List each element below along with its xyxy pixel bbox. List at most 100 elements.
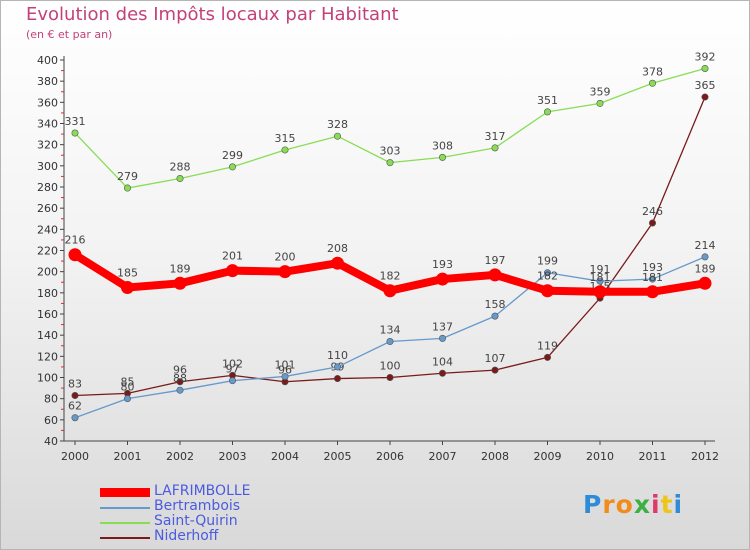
y-tick-label: 100 (37, 372, 58, 385)
data-label: 83 (68, 377, 82, 390)
data-point (333, 132, 341, 140)
data-point (333, 375, 341, 383)
data-point (71, 129, 79, 137)
y-tick-label: 320 (37, 139, 58, 152)
data-label: 331 (65, 115, 86, 128)
x-tick-label: 2006 (376, 450, 404, 463)
data-label: 158 (485, 298, 506, 311)
series-line-niderhoff (74, 96, 706, 397)
data-point (124, 395, 132, 403)
data-point (491, 144, 499, 152)
y-tick-label: 200 (37, 266, 58, 279)
y-tick-label: 380 (37, 75, 58, 88)
legend-swatch (100, 506, 150, 509)
data-point (121, 281, 134, 295)
data-label: 214 (695, 239, 716, 252)
data-point (383, 284, 397, 298)
data-label: 199 (537, 255, 558, 268)
y-tick-label: 220 (37, 245, 58, 258)
data-label: 189 (170, 262, 191, 275)
legend-label: Niderhoff (154, 528, 219, 544)
data-point (646, 285, 659, 299)
x-tick-label: 2005 (324, 450, 352, 463)
logo-letter: t (660, 490, 674, 519)
x-tick-label: 2001 (114, 450, 142, 463)
data-point (491, 366, 499, 374)
data-label: 134 (380, 324, 401, 337)
data-label: 181 (590, 271, 611, 284)
data-point (438, 369, 446, 377)
data-point (173, 276, 187, 290)
data-label: 288 (170, 161, 191, 174)
data-point (701, 64, 709, 72)
proxiti-logo: Proxiti (583, 490, 683, 519)
data-label: 191 (590, 263, 611, 276)
legend-label: Saint-Quirin (154, 513, 238, 529)
x-tick-label: 2012 (691, 450, 719, 463)
data-point (698, 276, 712, 290)
logo-letter: o (615, 490, 634, 519)
y-tick-label: 360 (37, 96, 58, 109)
data-label: 201 (222, 250, 243, 263)
data-point (124, 184, 132, 192)
data-point (386, 338, 394, 346)
data-label: 216 (65, 234, 86, 247)
y-tick-label: 300 (37, 160, 58, 173)
data-point (648, 79, 656, 87)
chart-title: Evolution des Impôts locaux par Habitant (26, 4, 399, 25)
x-tick-label: 2010 (586, 450, 614, 463)
data-label: 96 (278, 364, 292, 377)
data-point (701, 93, 709, 101)
data-point (333, 363, 341, 371)
x-tick-label: 2011 (639, 450, 667, 463)
data-label: 137 (432, 320, 453, 333)
data-point (176, 378, 184, 386)
legend-label: LAFRIMBOLLE (154, 483, 251, 499)
data-label: 359 (590, 85, 611, 98)
legend-swatch (100, 488, 150, 497)
data-point (229, 377, 237, 385)
y-tick-label: 60 (44, 414, 58, 427)
data-point (541, 284, 554, 298)
logo-letter: i (673, 490, 684, 519)
y-tick-label: 240 (37, 223, 58, 236)
data-point (436, 272, 449, 286)
data-label: 88 (173, 372, 187, 385)
logo-letter: x (633, 490, 651, 519)
data-point (71, 414, 79, 422)
legend-swatch (100, 521, 150, 524)
data-label: 208 (327, 242, 348, 255)
y-tick-label: 280 (37, 181, 58, 194)
data-label: 193 (642, 261, 663, 274)
data-label: 185 (117, 267, 138, 280)
data-label: 110 (327, 349, 348, 362)
x-tick-label: 2009 (534, 450, 562, 463)
data-point (701, 253, 709, 261)
logo-letter: P (583, 490, 603, 519)
data-point (648, 275, 656, 283)
data-point (491, 312, 499, 320)
data-label: 308 (432, 139, 453, 152)
data-label: 189 (695, 262, 716, 275)
data-label: 85 (121, 375, 135, 388)
data-point (648, 219, 656, 227)
data-point (596, 99, 604, 107)
chart-subtitle: (en € et par an) (26, 28, 113, 41)
y-tick-label: 120 (37, 350, 58, 363)
legend-label: Bertrambois (154, 498, 241, 514)
data-point (71, 391, 79, 399)
x-tick-label: 2003 (219, 450, 247, 463)
x-tick-label: 2008 (481, 450, 509, 463)
data-label: 317 (485, 130, 506, 143)
data-label: 279 (117, 170, 138, 183)
data-point (386, 373, 394, 381)
data-point (596, 277, 604, 285)
data-point (488, 268, 502, 282)
data-point (331, 256, 344, 270)
data-point (176, 386, 184, 394)
data-label: 96 (173, 364, 187, 377)
y-tick-label: 180 (37, 287, 58, 300)
data-point (176, 175, 184, 183)
y-tick-label: 160 (37, 308, 58, 321)
data-point (281, 372, 289, 380)
